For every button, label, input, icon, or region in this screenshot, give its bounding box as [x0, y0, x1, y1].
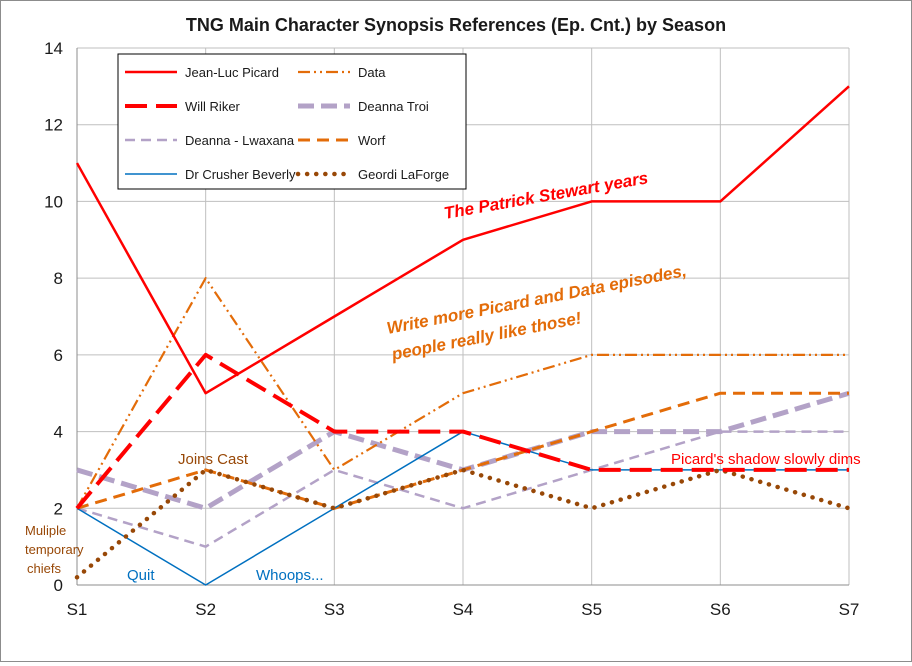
- annotation-whoops: Whoops...: [256, 567, 324, 584]
- legend-label: Data: [358, 65, 386, 80]
- y-tick-label: 4: [54, 423, 63, 442]
- legend-label: Jean-Luc Picard: [185, 65, 279, 80]
- legend-label: Will Riker: [185, 99, 241, 114]
- x-tick-label: S6: [710, 600, 731, 619]
- annotation-multiple-1: Muliple: [25, 523, 66, 538]
- x-tick-label: S1: [67, 600, 88, 619]
- y-tick-label: 2: [54, 499, 63, 518]
- series-line-will-riker: [75, 352, 849, 510]
- x-tick-label: S4: [453, 600, 474, 619]
- y-tick-label: 14: [44, 39, 63, 58]
- legend-box: [117, 53, 467, 190]
- legend: Jean-Luc Picard Data Will Riker Deanna Troi…: [117, 53, 467, 190]
- x-tick-label: S5: [581, 600, 602, 619]
- legend-label: Deanna Troi: [358, 99, 429, 114]
- y-tick-label: 0: [54, 576, 63, 595]
- y-tick-label: 12: [44, 116, 63, 135]
- y-tick-label: 10: [44, 192, 63, 211]
- chart-title: TNG Main Character Synopsis References (…: [186, 15, 726, 35]
- x-axis-ticks: S1 S2 S3 S4 S5 S6 S7: [67, 600, 860, 619]
- series-line-data: [76, 277, 849, 509]
- legend-label: Worf: [358, 133, 386, 148]
- y-tick-label: 6: [54, 346, 63, 365]
- annotation-multiple-3: chiefs: [27, 561, 61, 576]
- x-tick-label: S7: [839, 600, 860, 619]
- annotation-shadow-dims: Picard's shadow slowly dims: [671, 451, 861, 468]
- series-lines: [74, 85, 852, 586]
- annotation-quit: Quit: [127, 567, 155, 584]
- legend-items: Jean-Luc Picard Data Will Riker Deanna Troi…: [125, 65, 449, 182]
- series-line-deanna-lwaxana: [76, 430, 849, 548]
- legend-label: Deanna - Lwaxana: [185, 133, 295, 148]
- y-axis-ticks: 0 2 4 6 8 10 12 14: [44, 39, 63, 595]
- annotation-multiple-2: temporary: [25, 542, 84, 557]
- legend-label: Geordi LaForge: [358, 167, 449, 182]
- x-tick-label: S2: [195, 600, 216, 619]
- series-line-jean-luc-picard: [75, 85, 850, 395]
- y-tick-label: 8: [54, 269, 63, 288]
- series-line-geordi-laforge: [74, 467, 852, 580]
- x-tick-label: S3: [324, 600, 345, 619]
- annotation-joins-cast: Joins Cast: [178, 451, 249, 468]
- legend-label: Dr Crusher Beverly: [185, 167, 296, 182]
